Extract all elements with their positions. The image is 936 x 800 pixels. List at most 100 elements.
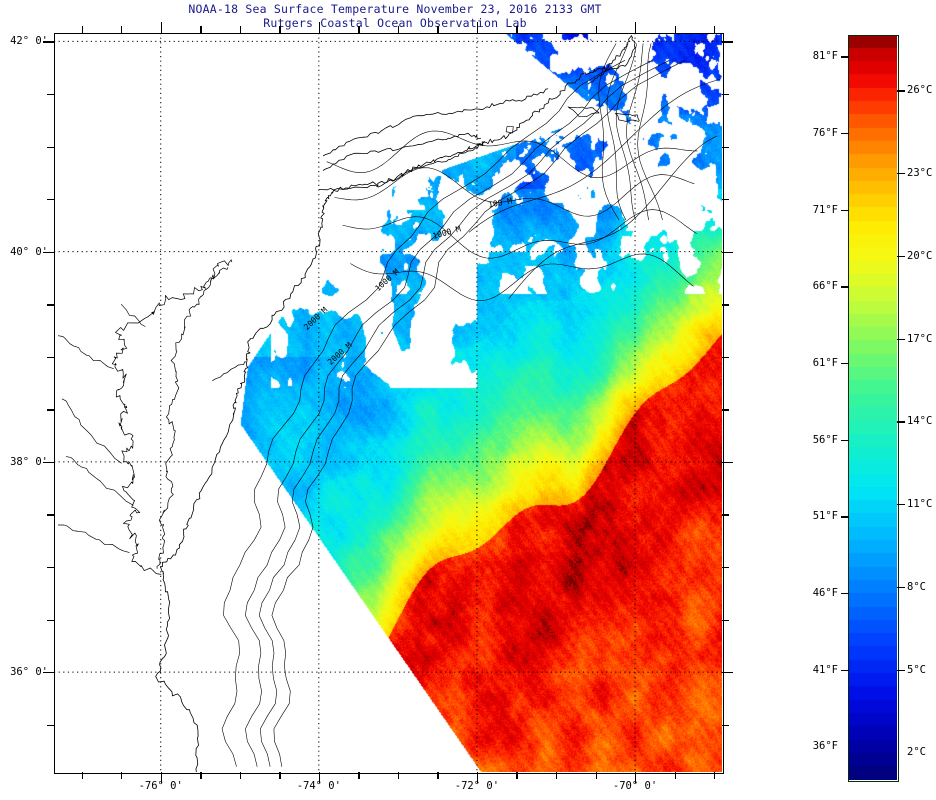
bathymetry-contour-label: 1000 M: [373, 267, 401, 293]
colorbar-tick: [841, 363, 849, 365]
axis-tick: [160, 22, 163, 33]
axis-tick: [358, 772, 360, 779]
bathymetry-contour-label: 100 M: [488, 196, 513, 209]
longitude-tick-label: -76° 0': [138, 780, 183, 792]
colorbar-tick: [841, 133, 849, 135]
axis-tick: [239, 772, 242, 779]
longitude-tick-label: -70° 0': [612, 780, 658, 792]
map-line: [319, 141, 486, 191]
bathymetry-contour-label: 1000 M: [432, 224, 462, 241]
map-line: [111, 259, 233, 575]
map-line: [468, 78, 721, 233]
map-line: [614, 112, 640, 122]
bathymetry-contour-label: 2000 M: [326, 341, 354, 367]
latitude-tick-label: 36° 0': [10, 666, 48, 679]
map-line: [156, 267, 229, 569]
colorbar-tick: [897, 669, 905, 672]
axis-tick: [47, 567, 54, 569]
colorbar-fahrenheit-label: 61°F: [812, 357, 838, 370]
axis-tick: [43, 461, 54, 464]
axis-tick: [722, 251, 733, 253]
colorbar-tick: [897, 255, 905, 258]
axis-tick: [200, 26, 202, 33]
colorbar-fahrenheit-label: 46°F: [812, 586, 838, 599]
axis-tick: [674, 26, 676, 33]
latitude-tick-label: 38° 0': [10, 455, 48, 468]
colorbar-tick: [897, 338, 905, 340]
latitude-tick-label: 42° 0': [10, 35, 48, 48]
colorbar-tick: [841, 516, 849, 518]
figure-title-line2: Rutgers Coastal Ocean Observation Lab: [263, 16, 527, 30]
axis-tick: [43, 251, 54, 253]
map-line: [350, 253, 694, 301]
axis-tick: [722, 304, 729, 306]
colorbar-tick: [897, 586, 905, 589]
colorbar-tick: [841, 209, 849, 212]
axis-tick: [722, 672, 733, 674]
axis-tick: [722, 567, 729, 569]
colorbar-fahrenheit-label: 51°F: [812, 510, 838, 523]
colorbar-celsius-label: 2°C: [907, 746, 926, 759]
axis-tick: [476, 772, 479, 783]
axis-tick: [714, 772, 716, 779]
map-line: [221, 60, 626, 767]
colorbar-fahrenheit-label: 66°F: [812, 280, 838, 293]
axis-tick: [47, 304, 54, 306]
map-line: [155, 35, 632, 772]
axis-tick: [397, 26, 400, 33]
colorbar-fahrenheit-label: 56°F: [812, 433, 838, 446]
axis-tick: [714, 26, 716, 33]
map-line: [587, 34, 636, 85]
map-line: [61, 398, 122, 464]
map-line: [120, 303, 146, 327]
axis-tick: [279, 772, 281, 779]
map-line: [212, 361, 247, 382]
colorbar-tick: [841, 439, 849, 442]
longitude-tick-label: -72° 0': [454, 780, 500, 792]
colorbar-celsius-label: 23°C: [907, 166, 933, 179]
axis-tick: [516, 772, 518, 779]
axis-tick: [516, 26, 518, 33]
axis-tick: [555, 26, 558, 33]
axis-tick: [722, 41, 733, 43]
colorbar-celsius-label: 17°C: [907, 332, 933, 345]
colorbar-gradient: [848, 35, 897, 780]
coastline-bathymetry-overlay: 1000 M 2000 M 100 M 1000 M 2000 M: [54, 33, 722, 772]
colorbar-tick: [841, 592, 849, 595]
figure-title-block: NOAA-18 Sea Surface Temperature November…: [0, 2, 790, 30]
axis-tick: [239, 26, 242, 33]
colorbar-fahrenheit-label: 36°F: [812, 740, 838, 753]
axis-tick: [47, 146, 54, 148]
axis-tick: [121, 772, 123, 779]
latitude-tick-label: 40° 0': [10, 245, 48, 258]
colorbar-celsius-label: 8°C: [907, 580, 926, 593]
colorbar-celsius-label: 11°C: [907, 498, 933, 511]
axis-tick: [437, 26, 439, 33]
colorbar[interactable]: [848, 35, 897, 780]
map-line: [326, 130, 698, 179]
colorbar-fahrenheit-label: 71°F: [812, 203, 838, 216]
axis-tick: [121, 26, 123, 33]
axis-tick: [722, 724, 729, 726]
map-line: [65, 456, 134, 506]
map-plot-area[interactable]: 1000 M 2000 M 100 M 1000 M 2000 M: [54, 33, 722, 772]
map-line: [505, 126, 514, 134]
axis-tick: [674, 772, 676, 779]
axis-tick: [358, 26, 360, 33]
axis-tick: [476, 22, 479, 33]
axis-tick: [279, 26, 281, 33]
colorbar-celsius-label: 26°C: [907, 84, 933, 97]
map-line: [508, 135, 718, 300]
axis-tick: [47, 514, 54, 516]
axis-tick: [722, 619, 729, 621]
axis-tick: [722, 93, 729, 96]
axis-tick: [722, 356, 729, 359]
colorbar-fahrenheit-label: 81°F: [812, 50, 838, 63]
axis-tick: [47, 409, 54, 411]
map-line: [637, 43, 663, 221]
colorbar-tick: [841, 286, 849, 288]
colorbar-tick: [897, 172, 905, 175]
map-line: [58, 524, 130, 553]
axis-tick: [722, 409, 729, 411]
axis-tick: [595, 26, 597, 33]
